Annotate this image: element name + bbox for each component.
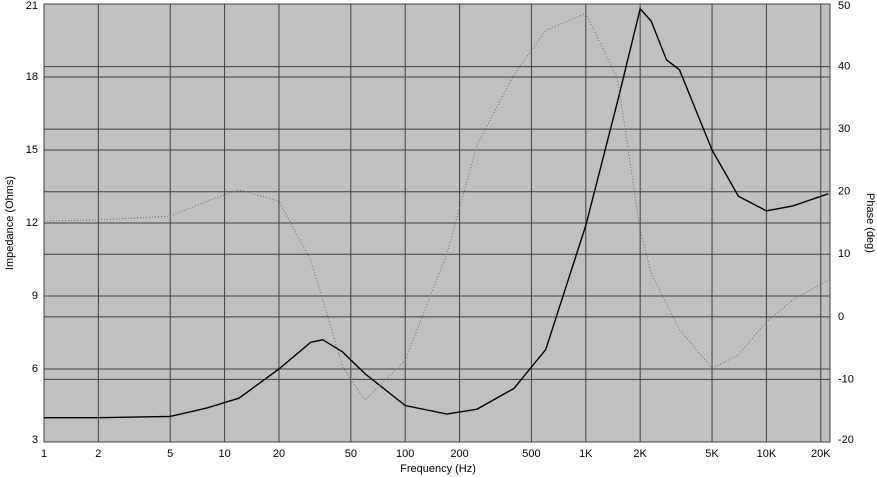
- y-tick-label: 15: [26, 144, 38, 156]
- y2-tick-label: 30: [838, 123, 850, 135]
- y-tick-label: 18: [26, 71, 38, 83]
- y-tick-label: 6: [32, 363, 38, 375]
- x-tick-label: 1K: [579, 448, 593, 460]
- y2-tick-label: 50: [838, 0, 850, 12]
- x-tick-label: 10: [218, 448, 230, 460]
- y2-tick-label: 10: [838, 248, 850, 260]
- y2-tick-label: 40: [838, 60, 850, 72]
- x-tick-label: 20K: [811, 448, 831, 460]
- x-tick-label: 2K: [633, 448, 647, 460]
- x-axis-label: Frequency (Hz): [400, 463, 476, 475]
- x-tick-label: 5: [167, 448, 173, 460]
- y-tick-label: 9: [32, 290, 38, 302]
- y-tick-label: 12: [26, 217, 38, 229]
- x-tick-label: 2: [95, 448, 101, 460]
- y2-tick-label: -20: [838, 434, 854, 446]
- y-tick-label: 3: [32, 434, 38, 446]
- y2-axis-label: Phase (deg): [864, 193, 876, 253]
- x-tick-label: 10K: [757, 448, 777, 460]
- x-tick-label: 20: [273, 448, 285, 460]
- series-line: [44, 7, 829, 419]
- series-line: [43, 12, 829, 401]
- y2-tick-label: 0: [838, 311, 844, 323]
- x-tick-label: 200: [450, 448, 468, 460]
- x-tick-label: 500: [522, 448, 540, 460]
- y-axis-label: Impedance (Ohms): [4, 176, 16, 270]
- y2-tick-label: 20: [838, 186, 850, 198]
- x-tick-label: 5K: [705, 448, 719, 460]
- x-tick-label: 1: [41, 448, 47, 460]
- x-tick-label: 50: [345, 448, 357, 460]
- y-tick-label: 21: [26, 0, 38, 12]
- x-tick-label: 100: [396, 448, 414, 460]
- y2-tick-label: -10: [838, 373, 854, 385]
